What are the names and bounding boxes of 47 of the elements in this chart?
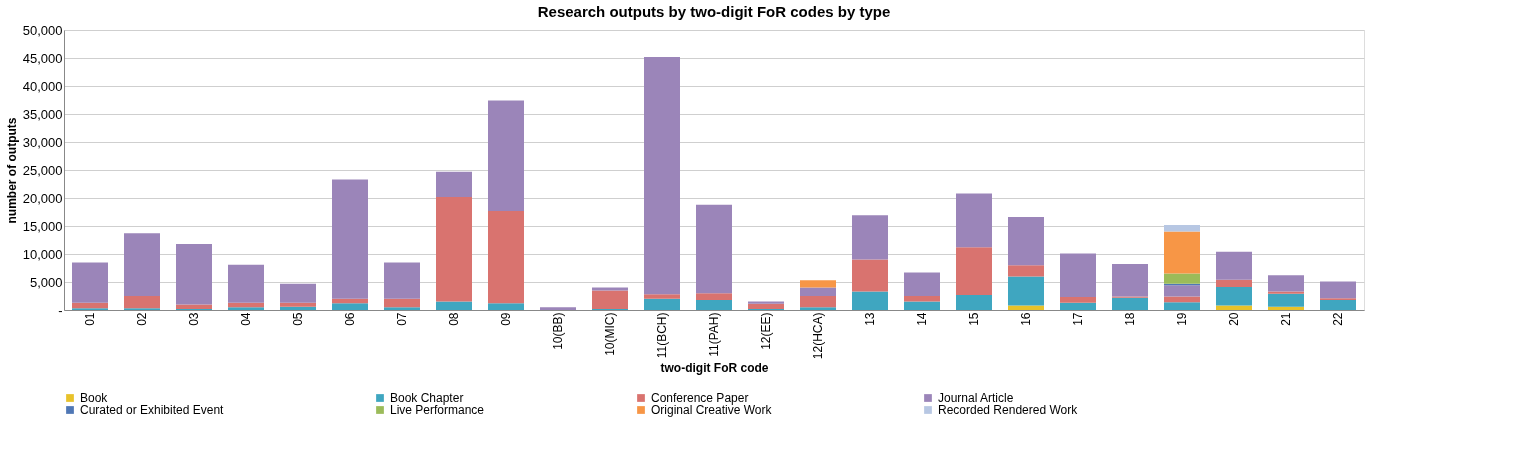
x-tick-label: 22 — [1331, 312, 1345, 326]
x-tick-label: 19 — [1175, 312, 1189, 326]
y-tick-label: 50,000 — [22, 22, 63, 38]
x-tick-label: 05 — [291, 312, 305, 326]
y-tick-label: 25,000 — [22, 162, 63, 178]
y-tick-label: 40,000 — [22, 78, 63, 94]
x-tick-label: 03 — [187, 312, 201, 326]
x-tick-label: 12(EE) — [759, 312, 773, 350]
x-tick-label: 10(MIC) — [603, 312, 617, 356]
x-tick-label: 07 — [395, 312, 409, 326]
legend-label: Journal Article — [938, 391, 1014, 405]
y-tick-label: - — [58, 302, 63, 318]
x-tick-label: 13 — [863, 312, 877, 326]
x-tick-label: 09 — [499, 312, 513, 326]
legend-label: Live Performance — [390, 403, 485, 417]
legend-label: Book — [80, 391, 109, 405]
legend-label: Book Chapter — [390, 391, 464, 405]
x-tick-label: 16 — [1019, 312, 1033, 326]
y-tick-label: 35,000 — [22, 106, 63, 122]
chart-title: Research outputs by two-digit FoR codes by type — [537, 3, 891, 20]
y-tick-label: 10,000 — [22, 246, 63, 262]
y-tick-label: 15,000 — [22, 218, 63, 234]
y-tick-label: 20,000 — [22, 190, 63, 206]
x-tick-label: 18 — [1123, 312, 1137, 326]
y-tick-label: 45,000 — [22, 50, 63, 66]
x-axis-title: two-digit FoR code — [660, 361, 769, 376]
x-tick-label: 12(HCA) — [811, 312, 825, 360]
x-tick-label: 02 — [135, 312, 149, 326]
legend-label: Recorded Rendered Work — [938, 403, 1079, 417]
x-tick-label: 04 — [239, 312, 253, 326]
x-tick-label: 21 — [1279, 312, 1293, 326]
legend-label: Original Creative Work — [651, 403, 773, 417]
x-tick-label: 01 — [83, 312, 97, 326]
y-tick-label: 30,000 — [22, 134, 63, 150]
legend-label: Conference Paper — [651, 391, 749, 405]
x-tick-label: 14 — [915, 312, 929, 326]
x-tick-label: 17 — [1071, 312, 1085, 326]
x-tick-label: 10(BB) — [551, 312, 565, 350]
legend-label: Curated or Exhibited Event — [80, 403, 225, 417]
x-tick-label: 15 — [967, 312, 981, 326]
x-tick-label: 06 — [343, 312, 357, 326]
x-tick-label: 08 — [447, 312, 461, 326]
x-tick-label: 20 — [1227, 312, 1241, 326]
y-tick-label: 5,000 — [29, 274, 63, 290]
x-tick-label: 11(PAH) — [707, 312, 721, 357]
x-tick-label: 11(BCH) — [655, 312, 669, 359]
y-axis-title: number of outputs — [4, 117, 19, 224]
